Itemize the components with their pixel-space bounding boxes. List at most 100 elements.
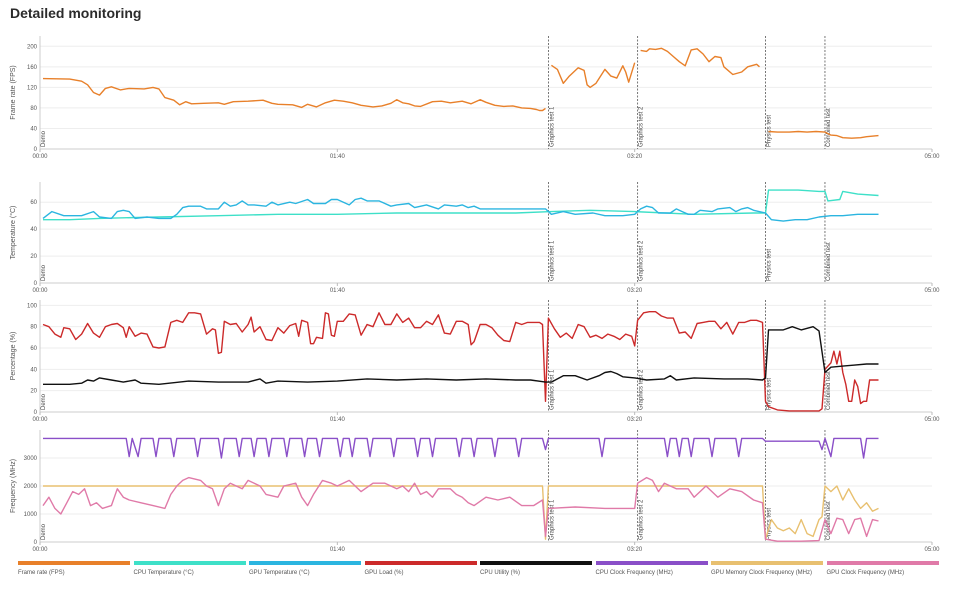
legend-item[interactable]: GPU Load (%): [364, 561, 477, 576]
y-tick-label: 20: [30, 254, 37, 260]
chart-panel-3: 0 1000 2000 3000 00:00 01:40 03:20 05:00 Frequen…: [10, 430, 940, 553]
chart-panel-1: 0 20 40 60 00:00 01:40 03:20 05:00 Temperature (…: [9, 182, 940, 294]
series-line-cpu-utility-: [43, 326, 879, 385]
y-tick-label: 80: [30, 325, 37, 331]
y-axis-label: Percentage (%): [10, 332, 17, 381]
y-tick-label: 120: [27, 85, 38, 91]
phase-marker-label: Demo: [41, 393, 47, 410]
x-tick-label: 00:00: [32, 417, 48, 423]
x-tick-label: 03:20: [627, 417, 643, 423]
x-tick-label: 03:20: [627, 288, 643, 294]
phase-marker-label: Demo: [41, 130, 47, 147]
chart-panel-2: 0 20 40 60 80 100 00:00 01:40 03:20 05:00 Percenta…: [10, 300, 940, 423]
y-tick-label: 60: [30, 346, 37, 352]
y-tick-label: 40: [30, 227, 37, 233]
y-axis-label: Frame rate (FPS): [10, 65, 17, 119]
x-tick-label: 05:00: [924, 154, 940, 160]
phase-marker-label: Graphics test 2: [639, 499, 645, 540]
legend-swatch: [826, 561, 939, 565]
series-line-frame-rate-fps-: [640, 47, 760, 76]
legend-item[interactable]: GPU Temperature (°C): [249, 561, 361, 576]
phase-marker-label: Combined test: [826, 501, 832, 540]
phase-marker-label: Graphics test 1: [549, 240, 555, 281]
legend-label: Frame rate (FPS): [18, 570, 65, 576]
x-tick-label: 00:00: [32, 154, 48, 160]
x-tick-label: 01:40: [330, 417, 346, 423]
y-tick-label: 40: [30, 126, 37, 132]
legend-item[interactable]: GPU Memory Clock Frequency (MHz): [711, 561, 823, 576]
legend-label: GPU Temperature (°C): [249, 570, 310, 576]
legend-swatch: [480, 561, 592, 565]
y-tick-label: 200: [27, 44, 38, 50]
y-tick-label: 0: [34, 410, 38, 416]
series-line-frame-rate-fps-: [42, 77, 546, 112]
y-axis-label: Temperature (°C): [9, 206, 17, 260]
phase-marker-label: Combined test: [826, 108, 832, 147]
x-tick-label: 03:20: [627, 154, 643, 160]
x-tick-label: 05:00: [924, 547, 940, 553]
series-line-frame-rate-fps-: [768, 130, 879, 139]
legend-swatch: [711, 561, 823, 565]
y-tick-label: 100: [27, 303, 38, 309]
legend-item[interactable]: Frame rate (FPS): [18, 561, 130, 576]
y-tick-label: 1000: [24, 512, 38, 518]
legend-swatch: [249, 561, 361, 565]
legend-item[interactable]: CPU Clock Frequency (MHz): [595, 561, 708, 576]
x-tick-label: 05:00: [924, 288, 940, 294]
legend-swatch: [18, 561, 130, 565]
series-line-gpu-temperature-c-: [42, 197, 879, 222]
legend-item[interactable]: CPU Temperature (°C): [133, 561, 246, 576]
x-tick-label: 05:00: [924, 417, 940, 423]
x-tick-label: 03:20: [627, 547, 643, 553]
x-tick-label: 00:00: [32, 547, 48, 553]
series-line-gpu-load-: [42, 311, 879, 412]
legend-swatch: [133, 561, 246, 565]
phase-marker-label: Physics test: [766, 115, 772, 147]
y-tick-label: 40: [30, 367, 37, 373]
legend-swatch: [364, 561, 477, 565]
legend-label: CPU Clock Frequency (MHz): [595, 570, 673, 576]
y-axis-label: Frequency (MHz): [10, 459, 17, 513]
series-line-cpu-temperature-c-: [43, 189, 879, 221]
legend-swatch: [595, 561, 708, 565]
y-tick-label: 60: [30, 200, 37, 206]
page-title: Detailed monitoring: [10, 5, 142, 21]
phase-marker-label: Graphics test 2: [639, 106, 645, 147]
y-tick-label: 0: [34, 540, 38, 546]
phase-marker-label: Combined test: [826, 371, 832, 410]
x-tick-label: 00:00: [32, 288, 48, 294]
y-tick-label: 0: [34, 147, 38, 153]
legend-label: GPU Load (%): [364, 570, 404, 576]
x-tick-label: 01:40: [330, 154, 346, 160]
series-line-frame-rate-fps-: [551, 62, 636, 89]
series-line-gpu-memory-clock-frequency-mhz-: [43, 485, 879, 540]
legend-item[interactable]: GPU Clock Frequency (MHz): [826, 561, 939, 576]
phase-marker-label: Combined test: [826, 242, 832, 281]
y-tick-label: 20: [30, 389, 37, 395]
y-tick-label: 3000: [24, 456, 38, 462]
phase-marker-label: Demo: [41, 523, 47, 540]
legend-item[interactable]: CPU Utility (%): [480, 561, 592, 576]
legend-label: GPU Clock Frequency (MHz): [826, 570, 905, 576]
legend-label: CPU Temperature (°C): [133, 570, 194, 576]
phase-marker-label: Graphics test 1: [549, 499, 555, 540]
x-tick-label: 01:40: [330, 547, 346, 553]
phase-marker-label: Physics test: [766, 249, 772, 281]
y-tick-label: 2000: [24, 484, 38, 490]
phase-marker-label: Graphics test 1: [549, 106, 555, 147]
y-tick-label: 160: [27, 65, 38, 71]
x-tick-label: 01:40: [330, 288, 346, 294]
y-tick-label: 80: [30, 106, 37, 112]
phase-marker-label: Physics test: [766, 378, 772, 410]
phase-marker-label: Demo: [41, 264, 47, 281]
phase-marker-label: Graphics test 2: [639, 240, 645, 281]
phase-marker-label: Graphics test 1: [549, 369, 555, 410]
y-tick-label: 0: [34, 281, 38, 287]
phase-marker-label: Graphics test 2: [639, 369, 645, 410]
chart-panel-0: 0 40 80 120 160 200 00:00 01:40 03:20 05:00 Frame …: [10, 36, 940, 160]
legend: Frame rate (FPS) CPU Temperature (°C) GPU …: [18, 561, 948, 583]
series-line-cpu-clock-frequency-mhz-: [43, 437, 879, 459]
series-line-gpu-clock-frequency-mhz-: [42, 476, 879, 542]
legend-label: CPU Utility (%): [480, 570, 520, 576]
